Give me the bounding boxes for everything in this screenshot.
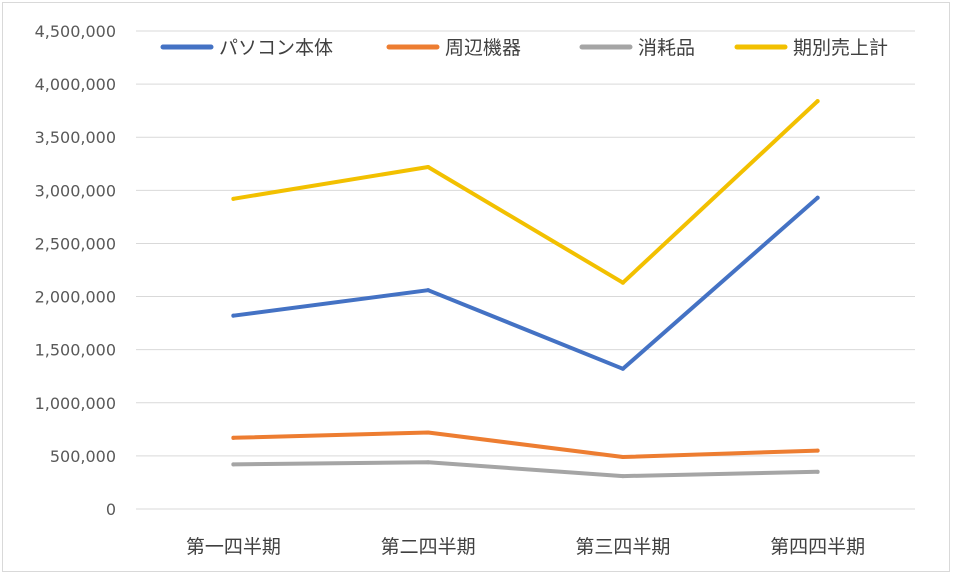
legend-item-1: 周辺機器 [386,37,521,59]
x-axis-category-labels: 第一四半期 第二四半期 第三四半期 第四四半期 [186,536,865,558]
x-category-label-2: 第三四半期 [575,536,670,558]
y-tick-label-9: 4,500,000 [35,22,116,41]
series-1-point-1 [426,430,431,435]
series-0-point-2 [620,366,625,371]
series-line-3 [231,99,820,285]
series-1-point-0 [231,435,236,440]
y-tick-label-2: 1,000,000 [35,394,116,413]
legend-label-2: 消耗品 [638,37,695,59]
series-lines [231,99,820,479]
x-category-label-0: 第一四半期 [186,536,281,558]
series-3-point-2 [620,280,625,285]
series-3-point-0 [231,196,236,201]
y-tick-label-4: 2,000,000 [35,288,116,307]
gridlines [136,30,915,510]
series-0-point-1 [426,288,431,293]
x-category-label-1: 第二四半期 [381,536,476,558]
series-0-point-3 [815,195,820,200]
y-tick-label-3: 1,500,000 [35,341,116,360]
series-3-point-1 [426,164,431,169]
series-2-point-1 [426,460,431,465]
y-tick-label-1: 500,000 [50,447,116,466]
series-2-point-0 [231,462,236,467]
y-tick-label-7: 3,500,000 [35,128,116,147]
x-category-label-3: 第四四半期 [770,536,865,558]
legend-label-3: 期別売上計 [793,37,888,59]
y-tick-label-5: 2,500,000 [35,234,116,253]
series-line-1 [231,430,820,459]
series-2-point-2 [620,474,625,479]
series-0-point-0 [231,313,236,318]
series-2-point-3 [815,469,820,474]
series-1-point-2 [620,454,625,459]
legend: パソコン本体 周辺機器 消耗品 期別売上計 [160,37,888,59]
series-line-2 [231,460,820,479]
y-tick-label-8: 4,000,000 [35,75,116,94]
legend-item-2: 消耗品 [579,37,695,59]
legend-item-3: 期別売上計 [734,37,888,59]
legend-label-0: パソコン本体 [219,37,333,59]
y-axis-tick-labels: 0 500,000 1,000,000 1,500,000 2,000,000 2,500… [35,22,116,519]
series-1-point-3 [815,448,820,453]
series-3-point-3 [815,99,820,104]
legend-item-0: パソコン本体 [160,37,333,59]
series-line-0 [231,195,820,371]
legend-label-1: 周辺機器 [445,37,521,59]
y-tick-label-6: 3,000,000 [35,181,116,200]
y-tick-label-0: 0 [106,500,116,519]
